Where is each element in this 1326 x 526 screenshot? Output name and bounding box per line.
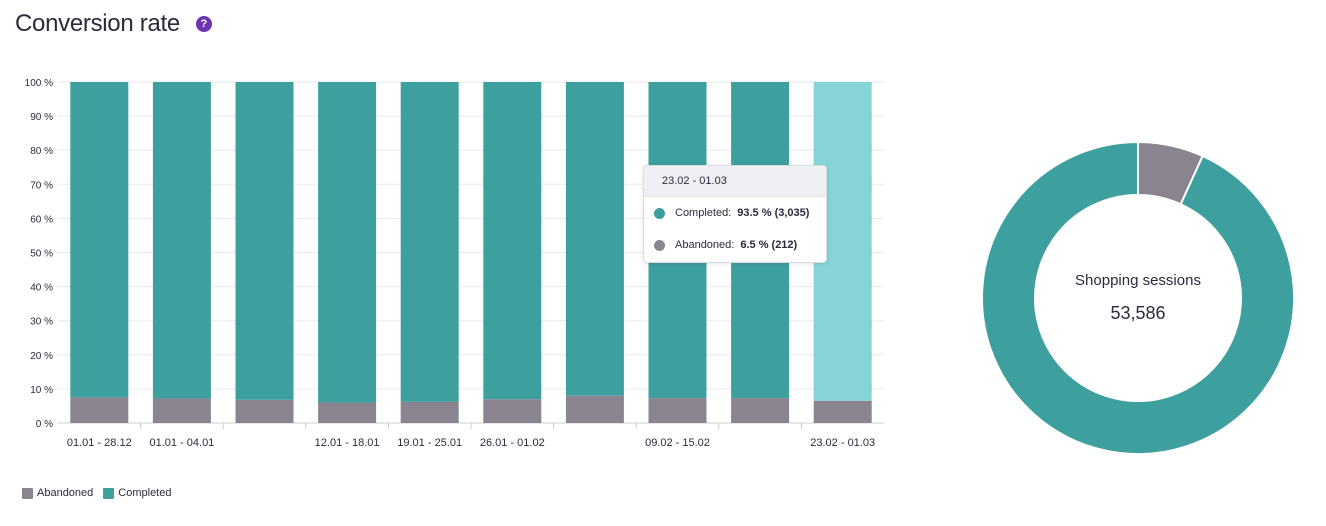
y-tick-label: 40 % (30, 283, 53, 294)
chart-legend: Abandoned Completed (22, 487, 181, 499)
bar-completed-3[interactable] (318, 82, 377, 403)
bar-abandoned-5[interactable] (483, 399, 542, 423)
legend-item-abandoned[interactable]: Abandoned (22, 487, 93, 499)
y-tick-label: 30 % (30, 317, 53, 328)
conversion-bar-chart: 0 % 10 % 20 % 30 % 40 % 50 % 60 % 70 % 80 % 90 % 1… (25, 78, 884, 449)
abandoned-swatch-icon (22, 487, 33, 499)
bar-abandoned-2[interactable] (235, 399, 294, 423)
legend-item-completed[interactable]: Completed (103, 487, 171, 499)
tooltip-row-abandoned: Abandoned: 6.5 % (212) (644, 229, 826, 261)
donut-center-value: 53,586 (1110, 303, 1166, 323)
completed-dot-icon (654, 207, 665, 219)
bar-completed-2[interactable] (235, 82, 294, 400)
x-tick-labels: 01.01 - 28.12 01.01 - 04.01 12.01 - 18.01 1… (67, 423, 875, 449)
y-tick-label: 80 % (30, 146, 53, 157)
bar-abandoned-7[interactable] (648, 398, 707, 423)
y-tick-label: 100 % (25, 78, 53, 89)
y-tick-label: 20 % (30, 351, 53, 362)
tooltip-value: 93.5 % (3,035) (737, 207, 810, 219)
bar-completed-4[interactable] (400, 82, 459, 402)
bar-completed-6[interactable] (565, 82, 624, 396)
tooltip-row-completed: Completed: 93.5 % (3,035) (644, 197, 826, 229)
x-tick-label: 19.01 - 25.01 (397, 437, 462, 449)
bar-abandoned-6[interactable] (565, 395, 624, 423)
page-title: Conversion rate (15, 10, 180, 37)
x-tick-label: 09.02 - 15.02 (645, 437, 710, 449)
tooltip-value: 6.5 % (212) (740, 239, 798, 251)
bar-abandoned-8[interactable] (731, 398, 790, 423)
y-tick-label: 90 % (30, 112, 53, 123)
bar-abandoned-3[interactable] (318, 402, 377, 423)
abandoned-dot-icon (654, 239, 665, 251)
x-tick-label: 01.01 - 28.12 (67, 437, 132, 449)
bar-abandoned-1[interactable] (152, 398, 211, 423)
chart-tooltip: 23.02 - 01.03 Completed: 93.5 % (3,035) … (643, 165, 827, 263)
y-tick-label: 60 % (30, 214, 53, 225)
y-tick-label: 0 % (36, 419, 53, 430)
legend-label: Completed (118, 487, 172, 499)
y-tick-labels: 0 % 10 % 20 % 30 % 40 % 50 % 60 % 70 % 80 % 90 % 1… (25, 78, 53, 430)
completed-swatch-icon (103, 487, 115, 499)
x-tick-label: 12.01 - 18.01 (315, 437, 380, 449)
bar-completed-5[interactable] (483, 82, 542, 400)
y-tick-label: 50 % (30, 249, 53, 260)
x-tick-label: 23.02 - 01.03 (810, 437, 875, 449)
bars[interactable] (70, 82, 872, 423)
bar-completed-0[interactable] (70, 82, 129, 398)
question-circle-icon[interactable]: ? (195, 16, 212, 32)
bar-abandoned-0[interactable] (70, 397, 129, 423)
header: Conversion rate ? (15, 6, 212, 42)
legend-label: Abandoned (37, 487, 94, 499)
y-tick-label: 10 % (30, 385, 53, 396)
bar-abandoned-9[interactable] (813, 400, 872, 423)
shopping-sessions-donut (981, 140, 1295, 455)
donut-slice-completed[interactable] (981, 140, 1295, 455)
bar-completed-1[interactable] (152, 82, 211, 399)
bar-abandoned-4[interactable] (400, 401, 459, 423)
y-tick-label: 70 % (30, 180, 53, 191)
donut-center: Shopping sessions 53,586 (1018, 272, 1258, 324)
tooltip-title: 23.02 - 01.03 (644, 166, 826, 197)
x-tick-label: 26.01 - 01.02 (480, 437, 545, 449)
x-tick-label: 01.01 - 04.01 (149, 437, 214, 449)
donut-center-label: Shopping sessions (1075, 272, 1201, 289)
tooltip-label: Abandoned: (675, 239, 735, 251)
tooltip-label: Completed: (675, 207, 732, 219)
